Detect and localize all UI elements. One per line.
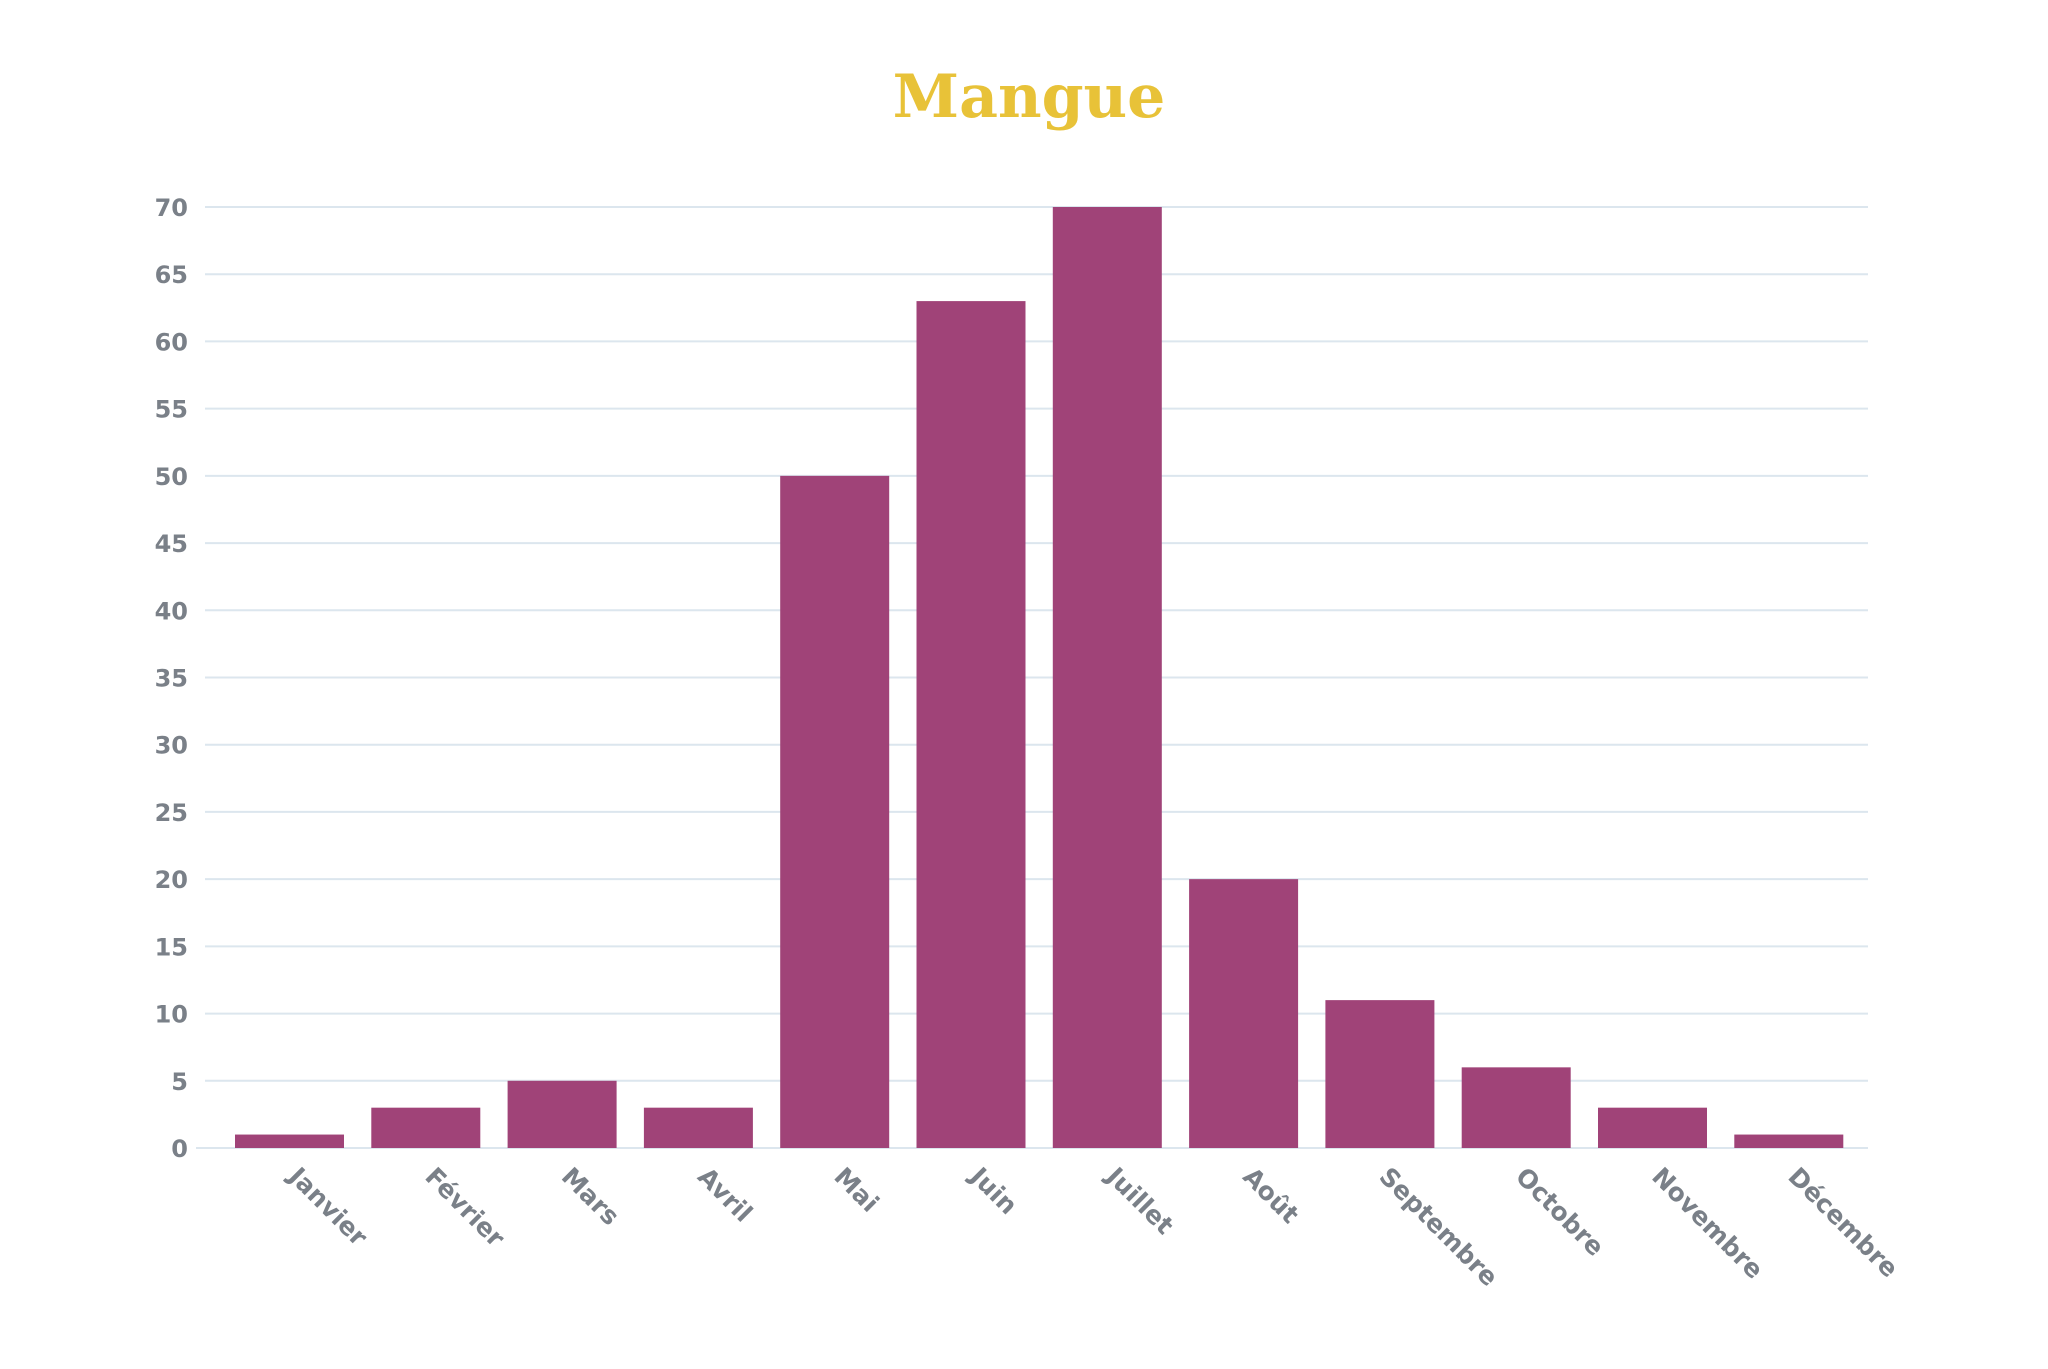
bar-mars <box>507 1080 617 1148</box>
x-tick-label: Janvier <box>282 1160 374 1252</box>
bar-juin <box>916 301 1026 1149</box>
y-axis-ticks: 0 5 10 15 20 25 30 35 40 45 50 55 60 65 70 <box>155 194 188 1163</box>
x-tick-label: Avril <box>692 1162 758 1228</box>
y-tick-label: 30 <box>155 732 188 760</box>
x-tick-label: Novembre <box>1646 1162 1769 1285</box>
y-tick-label: 45 <box>155 530 188 558</box>
bar-décembre <box>1734 1134 1844 1148</box>
bar-novembre <box>1598 1107 1707 1148</box>
bar-mai <box>780 475 890 1148</box>
x-tick-label: Février <box>420 1162 511 1253</box>
y-tick-label: 70 <box>155 194 188 222</box>
x-tick-label: Juillet <box>1100 1160 1180 1240</box>
y-tick-label: 15 <box>155 933 188 961</box>
y-tick-label: 60 <box>155 328 188 356</box>
bar-avril <box>643 1107 753 1148</box>
x-tick-label: Juin <box>963 1160 1023 1220</box>
y-tick-label: 35 <box>155 665 188 693</box>
y-tick-label: 50 <box>155 463 188 491</box>
y-tick-label: 5 <box>171 1068 188 1096</box>
x-tick-label: Mars <box>556 1162 625 1231</box>
y-tick-label: 40 <box>155 597 188 625</box>
y-tick-label: 55 <box>155 396 188 424</box>
bars <box>235 207 1844 1149</box>
chart-title: Mangue <box>892 62 1166 132</box>
y-tick-label: 25 <box>155 799 188 827</box>
gridlines <box>196 206 1868 1149</box>
x-tick-label: Décembre <box>1783 1162 1904 1283</box>
x-tick-label: Octobre <box>1510 1162 1610 1262</box>
bar-octobre <box>1461 1067 1571 1148</box>
y-tick-label: 0 <box>171 1135 188 1163</box>
bar-septembre <box>1325 1000 1435 1148</box>
x-tick-label: Septembre <box>1374 1162 1504 1292</box>
bar-juillet <box>1052 207 1162 1148</box>
bar-août <box>1189 879 1299 1148</box>
x-tick-label: Mai <box>828 1162 884 1218</box>
y-tick-label: 20 <box>155 866 188 894</box>
bar-janvier <box>235 1134 344 1148</box>
bar-février <box>371 1107 481 1148</box>
x-axis-ticks: Janvier Février Mars Avril Mai Juin Juillet Aoû… <box>282 1160 1904 1292</box>
y-tick-label: 10 <box>155 1001 188 1029</box>
x-tick-label: Août <box>1237 1162 1304 1229</box>
y-tick-label: 65 <box>155 261 188 289</box>
